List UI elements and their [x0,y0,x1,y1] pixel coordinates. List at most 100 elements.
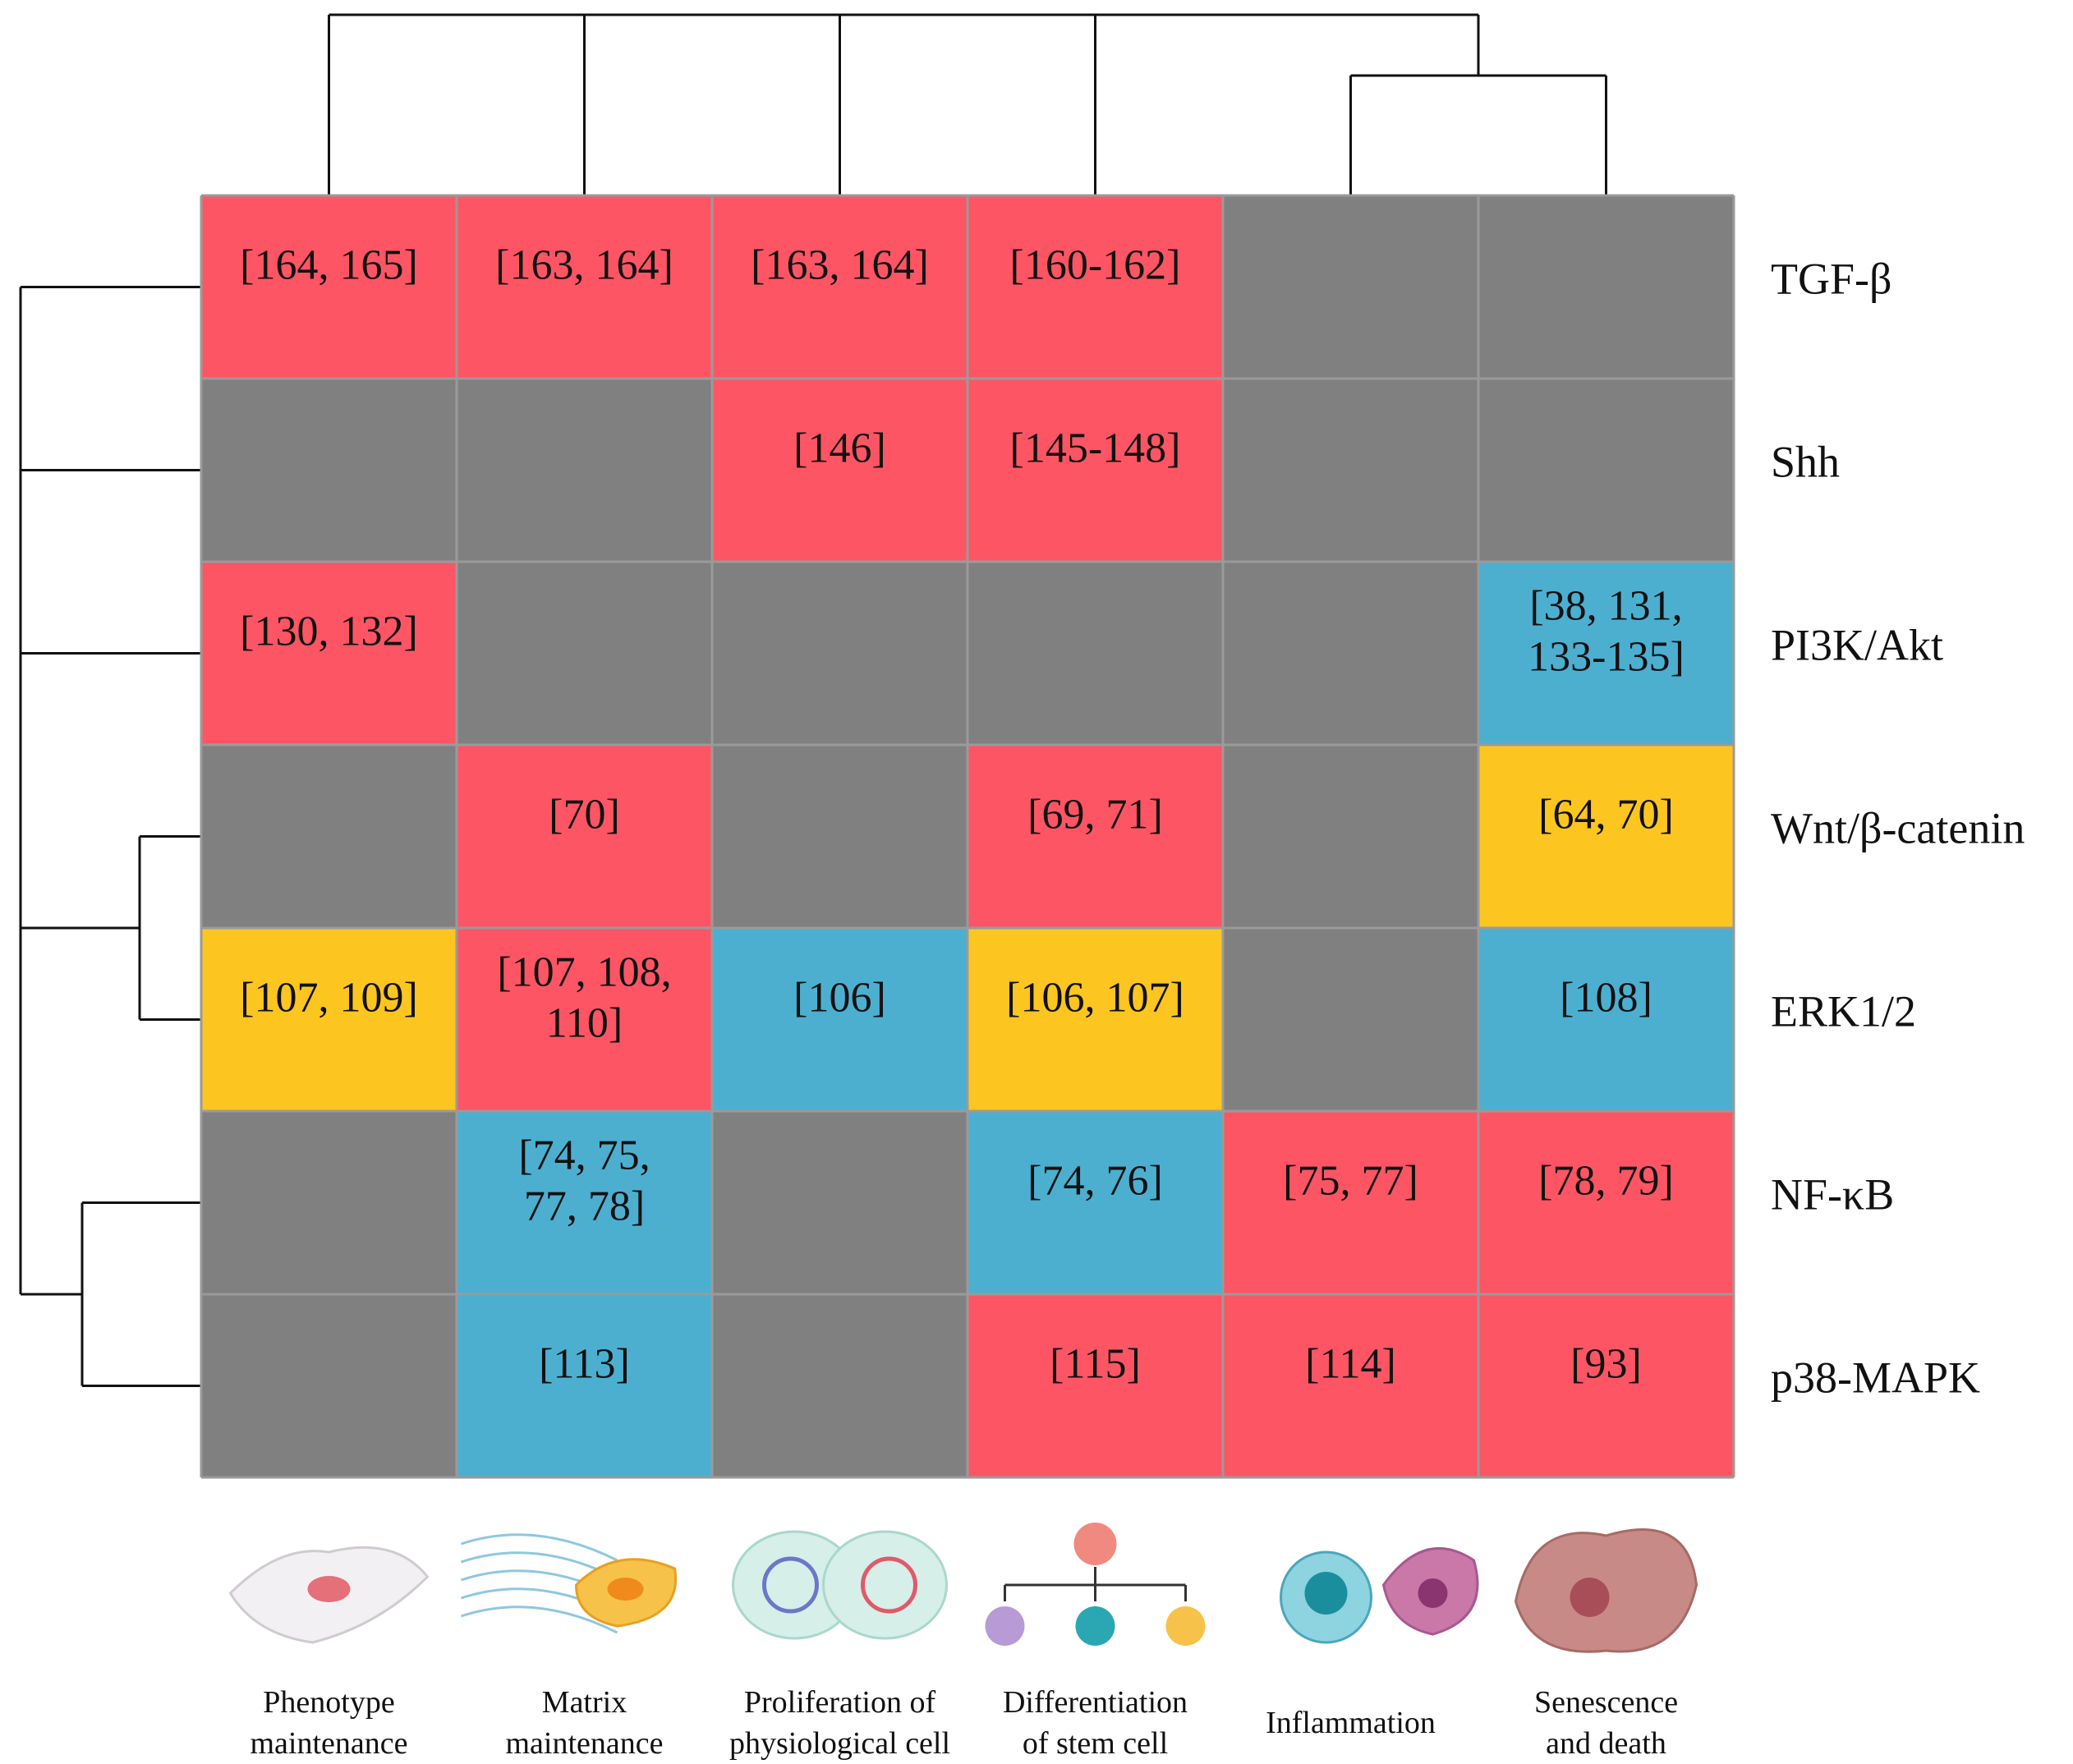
phenotype-cell-icon [228,1546,430,1644]
column-label-1: maintenance [505,1726,663,1761]
heatmap-cell-wnt-catenin-0 [201,745,457,928]
cell-label: [106, 107] [1006,975,1184,1022]
cell-label: [146] [793,425,886,472]
heatmap-cell-pi3k-akt-5 [1478,562,1734,745]
heatmap-cell-shh-4 [1223,379,1478,562]
row-dendrogram [19,286,201,1387]
cell-label: [107, 109] [240,975,418,1022]
cell-label: [163, 164] [751,242,929,289]
cell-label: [164, 165] [240,242,418,289]
row-label-p38-mapk: p38-MAPK [1771,1353,1980,1403]
heatmap-cell-pi3k-akt-1 [457,562,712,745]
cell-label: [75, 77] [1283,1158,1418,1205]
heatmap-cell-erk1-2-1 [457,928,712,1111]
heatmap-cell-erk1-2-3 [968,928,1223,1111]
cell-label: [74, 76] [1027,1158,1163,1205]
cell-label: [114] [1305,1341,1396,1388]
heatmap-cell-tgf-5 [1478,195,1734,379]
heatmap-cell-nf-b-3 [968,1111,1223,1294]
inflammation-cells-icon [1280,1547,1479,1644]
column-label-3: Differentiation [1003,1685,1188,1720]
cell-label: [130, 132] [240,609,418,655]
row-label-wnt-catenin: Wnt/β-catenin [1771,804,2025,853]
heatmap-cell-wnt-catenin-4 [1223,745,1478,928]
heatmap-cell-pi3k-akt-0 [201,562,457,745]
heatmap-cell-shh-0 [201,379,457,562]
row-label-erk1-2: ERK1/2 [1771,987,1916,1036]
heatmap-cell-erk1-2-4 [1223,928,1478,1111]
cell-label: [93] [1570,1341,1642,1388]
heatmap-cell-pi3k-akt-4 [1223,562,1478,745]
cell-label: 133-135] [1528,634,1685,681]
row-label-nf-b: NF-κB [1771,1170,1894,1220]
heatmap-cell-nf-b-4 [1223,1111,1478,1294]
heatmap-cell-p38-mapk-4 [1223,1294,1478,1477]
senescent-cell-icon [1514,1528,1698,1653]
heatmap-cell-p38-mapk-1 [457,1294,712,1477]
heatmap-cell-p38-mapk-2 [712,1294,968,1477]
cell-label: [74, 75, [518,1132,650,1179]
cell-label: [78, 79] [1538,1158,1674,1205]
column-icons [228,1523,1698,1653]
heatmap-cell-shh-3 [968,379,1223,562]
cell-label: [106] [793,975,886,1022]
cell-label: [160-162] [1010,242,1181,289]
heatmap-cell-p38-mapk-0 [201,1294,457,1477]
column-label-0: Phenotype [263,1685,394,1720]
heatmap-cell-pi3k-akt-3 [968,562,1223,745]
cell-label: [145-148] [1010,425,1181,472]
cell-label: [163, 164] [495,242,673,289]
cell-label: 110] [546,1000,623,1047]
heatmap-cell-p38-mapk-5 [1478,1294,1734,1477]
row-label-tgf: TGF-β [1771,255,1891,304]
heatmap-cell-pi3k-akt-2 [712,562,968,745]
column-label-5: and death [1546,1726,1666,1761]
dividing-cell-icon [732,1530,948,1640]
heatmap-cell-erk1-2-5 [1478,928,1734,1111]
heatmap-cell-tgf-1 [457,195,712,379]
cell-label: [108] [1560,975,1652,1022]
heatmap-cell-wnt-catenin-3 [968,745,1223,928]
column-label-5: Senescence [1534,1685,1678,1720]
cell-label: 77, 78] [524,1183,645,1230]
heatmap-cells: [164, 165] [163, 164] [163, 164] [160-162] [… [200,194,1735,1479]
heatmap-cell-tgf-0 [201,195,457,379]
heatmap-cell-shh-1 [457,379,712,562]
row-labels: TGF-β Shh PI3K/Akt Wnt/β-catenin ERK1/2 NF-κB… [1771,255,2025,1403]
cell-label: [115] [1050,1341,1141,1388]
column-labels: Phenotype maintenance Matrix maintenance Pro… [250,1685,1678,1761]
cell-label: [69, 71] [1027,792,1163,838]
matrix-fiber-cell-icon [461,1533,678,1634]
column-label-4: Inflammation [1266,1706,1436,1740]
column-label-1: Matrix [542,1685,627,1720]
cell-label: [64, 70] [1538,792,1674,838]
heatmap-cell-nf-b-1 [457,1111,712,1294]
heatmap-cell-wnt-catenin-2 [712,745,968,928]
row-label-pi3k-akt: PI3K/Akt [1771,621,1943,670]
column-label-2: physiological cell [729,1726,950,1761]
heatmap-cell-nf-b-5 [1478,1111,1734,1294]
column-label-3: of stem cell [1023,1726,1168,1761]
cell-label: [70] [549,792,620,838]
heatmap-cell-p38-mapk-3 [968,1294,1223,1477]
heatmap-cell-shh-5 [1478,379,1734,562]
row-label-shh: Shh [1771,438,1840,487]
heatmap-cell-tgf-4 [1223,195,1478,379]
cell-label: [113] [539,1341,630,1388]
heatmap-cell-nf-b-0 [201,1111,457,1294]
heatmap-cell-erk1-2-2 [712,928,968,1111]
heatmap-cell-wnt-catenin-1 [457,745,712,928]
cell-label: [38, 131, [1529,583,1682,630]
column-dendrogram [328,13,1607,195]
heatmap-cell-tgf-2 [712,195,968,379]
heatmap-cell-nf-b-2 [712,1111,968,1294]
column-label-2: Proliferation of [744,1685,936,1720]
column-label-0: maintenance [250,1726,407,1761]
heatmap-cell-tgf-3 [968,195,1223,379]
heatmap-cell-erk1-2-0 [201,928,457,1111]
heatmap-cell-wnt-catenin-5 [1478,745,1734,928]
heatmap-cell-shh-2 [712,379,968,562]
cell-label: [107, 108, [497,949,671,996]
